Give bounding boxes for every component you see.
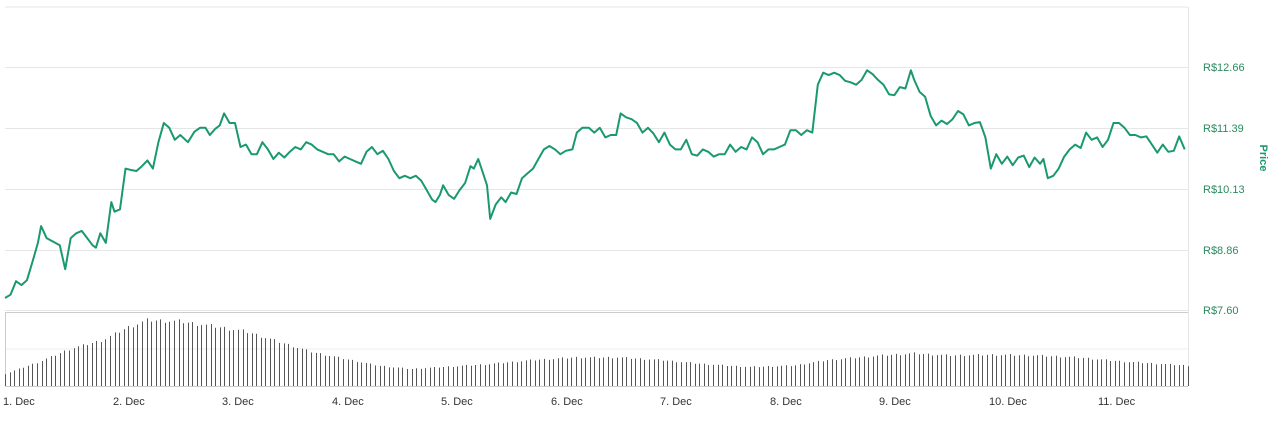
x-tick-label: 3. Dec bbox=[222, 396, 254, 408]
y-tick-label: R$8.86 bbox=[1203, 245, 1238, 257]
gridlines bbox=[5, 6, 1189, 387]
x-tick-label: 7. Dec bbox=[660, 396, 692, 408]
y-tick-label: R$10.13 bbox=[1203, 184, 1245, 196]
x-tick-label: 6. Dec bbox=[551, 396, 583, 408]
y-axis-title: Price bbox=[1257, 145, 1269, 172]
x-axis-labels: 1. Dec 2. Dec 3. Dec 4. Dec 5. Dec 6. Dec 7. D… bbox=[3, 396, 1136, 408]
x-tick-label: 11. Dec bbox=[1098, 396, 1136, 408]
y-tick-label: R$11.39 bbox=[1203, 123, 1244, 135]
price-line bbox=[4, 69, 1186, 299]
y-axis-labels: R$7.60 R$8.86 R$10.13 R$11.39 R$12.66 bbox=[1203, 62, 1245, 317]
y-tick-label: R$12.66 bbox=[1203, 62, 1245, 74]
price-series bbox=[4, 69, 1186, 299]
x-tick-label: 4. Dec bbox=[332, 396, 364, 408]
x-tick-label: 8. Dec bbox=[770, 396, 802, 408]
x-tick-label: 1. Dec bbox=[3, 396, 35, 408]
x-tick-label: 5. Dec bbox=[441, 396, 473, 408]
x-tick-label: 9. Dec bbox=[879, 396, 911, 408]
x-tick-label: 2. Dec bbox=[113, 396, 145, 408]
x-tick-label: 10. Dec bbox=[989, 396, 1027, 408]
y-tick-label: R$7.60 bbox=[1203, 305, 1238, 317]
volume-bars bbox=[5, 318, 1189, 386]
